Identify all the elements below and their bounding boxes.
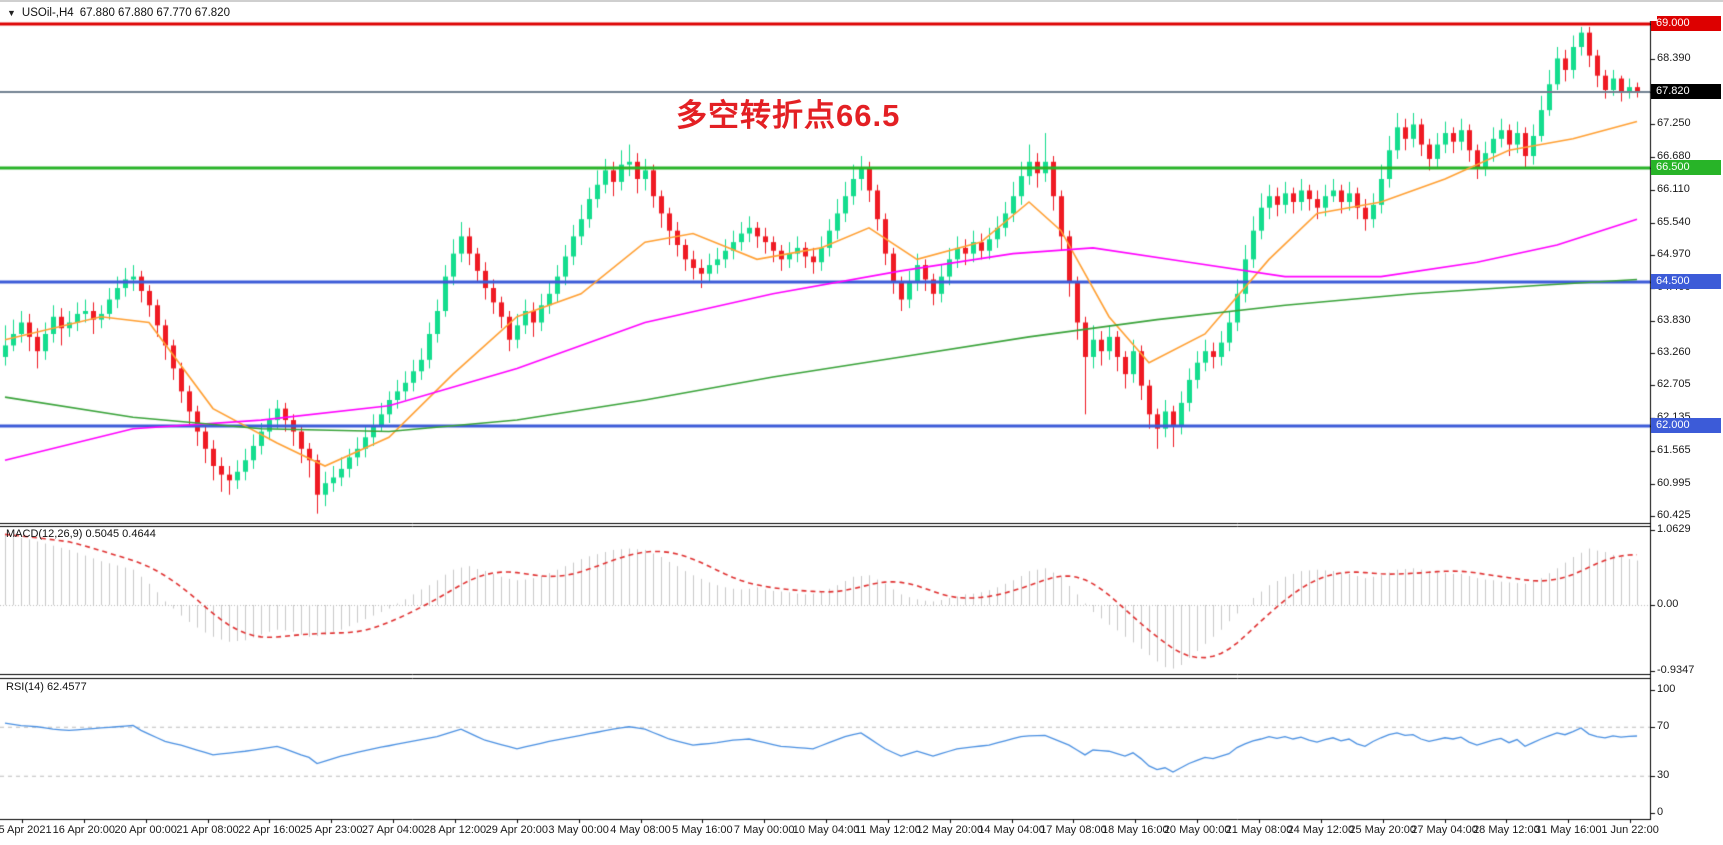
ohlc-quote: 67.880 67.880 67.770 67.820	[79, 6, 230, 19]
price-tick-label: 63.260	[1657, 346, 1691, 359]
price-tick-label: 65.540	[1657, 215, 1691, 228]
macd-indicator-label: MACD(12,26,9) 0.5045 0.4644	[6, 528, 156, 540]
time-axis-label: 21 May 08:00	[1225, 824, 1293, 836]
time-axis-label: 7 May 00:00	[733, 824, 795, 836]
time-axis-label: 28 Apr 12:00	[423, 824, 487, 836]
price-tick-label: 66.680	[1657, 150, 1691, 163]
time-axis-label: 25 Apr 23:00	[300, 824, 363, 836]
macd-axis-label: 0.00	[1657, 598, 1679, 610]
rsi-axis-label: 30	[1657, 768, 1670, 781]
symbol-timeframe: USOil-,H4	[21, 6, 74, 19]
time-axis-label: 11 May 12:00	[854, 824, 921, 836]
time-axis-label: 16 Apr 20:00	[52, 824, 116, 836]
time-axis-label: 27 Apr 04:00	[361, 824, 425, 836]
time-axis-label: 27 May 04:00	[1411, 824, 1478, 836]
rsi-indicator-label: RSI(14) 62.4577	[6, 681, 87, 693]
price-level-badge: 64.500	[1651, 274, 1721, 290]
time-axis-label: 15 Apr 2021	[0, 824, 52, 836]
annotation-text: 多空转折点66.5	[676, 98, 901, 133]
macd-axis-label: 1.0629	[1657, 522, 1691, 535]
time-axis-label: 10 May 04:00	[792, 824, 860, 836]
time-axis-label: 18 May 16:00	[1101, 824, 1169, 836]
time-axis-label: 22 Apr 16:00	[238, 824, 301, 836]
price-tick-label: 60.425	[1657, 509, 1691, 522]
time-axis-label: 20 Apr 00:00	[114, 824, 177, 836]
time-axis-label: 28 May 12:00	[1473, 824, 1540, 836]
price-tick-label: 61.565	[1657, 443, 1691, 456]
time-axis-label: 29 Apr 20:00	[485, 824, 548, 836]
rsi-axis-label: 70	[1657, 719, 1670, 732]
macd-axis-label: -0.9347	[1657, 663, 1695, 676]
time-axis-label: 31 May 16:00	[1534, 824, 1602, 836]
price-tick-label: 60.995	[1657, 476, 1691, 489]
rsi-axis-label: 0	[1657, 805, 1664, 818]
symbol-dropdown-icon[interactable]: ▼	[7, 7, 16, 18]
time-axis-label: 25 May 20:00	[1349, 824, 1417, 836]
price-level-badge: 67.820	[1651, 83, 1721, 99]
rsi-axis-label: 100	[1657, 683, 1676, 695]
chart-header: ▼ USOil-,H4 67.880 67.880 67.770 67.820	[0, 4, 1657, 21]
time-axis-label: 20 May 00:00	[1163, 824, 1231, 836]
price-level-badge: 69.000	[1651, 16, 1721, 32]
price-tick-label: 67.250	[1657, 117, 1691, 130]
price-level-badge: 66.500	[1651, 159, 1721, 175]
time-axis-label: 1 Jun 22:00	[1601, 824, 1659, 836]
time-axis-label: 21 Apr 08:00	[176, 824, 239, 836]
price-tick-label: 63.830	[1657, 313, 1691, 326]
time-axis-label: 4 May 08:00	[610, 824, 671, 836]
price-level-badge: 62.000	[1651, 417, 1721, 433]
time-axis-label: 24 May 12:00	[1287, 824, 1355, 836]
time-axis-label: 14 May 04:00	[978, 824, 1045, 836]
price-tick-label: 66.110	[1657, 182, 1690, 195]
time-axis-label: 5 May 16:00	[672, 824, 733, 836]
price-tick-label: 68.390	[1657, 52, 1691, 65]
price-tick-label: 62.705	[1657, 378, 1691, 391]
time-axis-label: 12 May 20:00	[916, 824, 984, 836]
price-tick-label: 64.970	[1657, 248, 1691, 261]
time-axis-label: 3 May 00:00	[548, 824, 609, 836]
time-axis-label: 17 May 08:00	[1040, 824, 1107, 836]
